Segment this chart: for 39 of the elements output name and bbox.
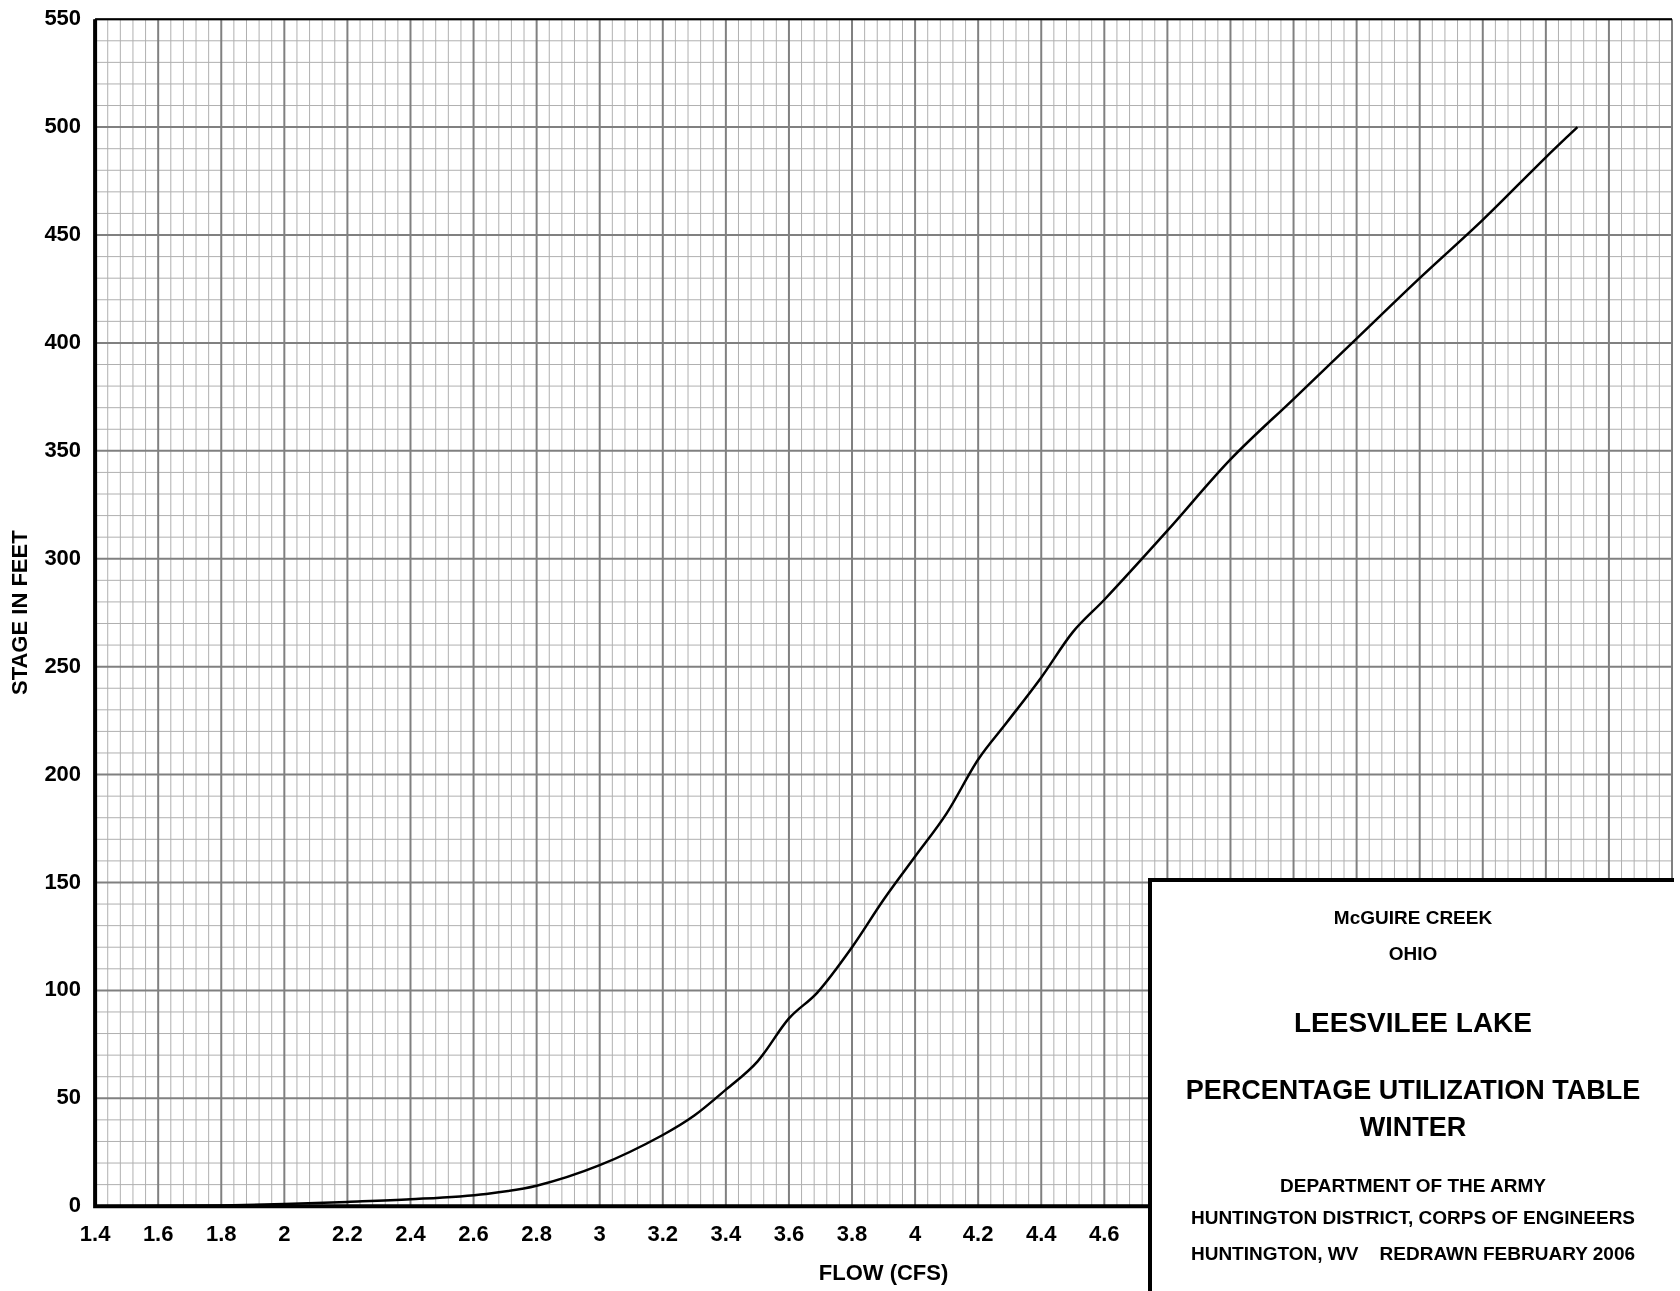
x-tick-label: 4.2	[962, 1221, 994, 1247]
annotation: OHIO	[1387, 942, 1439, 965]
x-tick-label: 2.6	[458, 1221, 489, 1247]
x-tick-label: 1.4	[79, 1221, 112, 1247]
x-axis-title: FLOW (CFS)	[818, 1259, 949, 1285]
y-axis-title: STAGE IN FEET	[7, 529, 33, 695]
y-tick-label: 0	[68, 1192, 82, 1218]
y-tick-label: 450	[44, 221, 82, 247]
y-tick-label: 500	[44, 113, 82, 139]
x-tick-label: 4	[908, 1221, 922, 1247]
annotation: DEPARTMENT OF THE ARMY	[1279, 1174, 1547, 1197]
x-tick-label: 1.6	[142, 1221, 174, 1247]
x-tick-label: 1.8	[205, 1221, 237, 1247]
text: HUNTINGTON, WV REDRAWN FEBRUARY 2006	[1190, 1242, 1636, 1264]
y-tick-label: 400	[44, 328, 82, 354]
x-tick-label: 3.8	[836, 1221, 868, 1247]
x-tick-label: 3	[593, 1221, 606, 1247]
x-tick-label: 3.4	[710, 1221, 742, 1247]
y-tick-label: 300	[44, 544, 82, 570]
annotation: McGUIRE CREEK	[1332, 906, 1494, 929]
y-tick-label: 150	[44, 868, 82, 894]
x-tick-label: 4.6	[1089, 1221, 1120, 1247]
annotation: WINTER	[1358, 1112, 1468, 1143]
y-tick-label: 350	[44, 436, 82, 462]
x-tick-label: 2.4	[395, 1221, 427, 1247]
annotation: PERCENTAGE UTILIZATION TABLE	[1184, 1075, 1642, 1106]
text: HUNTINGTON DISTRICT, CORPS OF ENGINEERS	[1190, 1206, 1636, 1228]
x-tick-label: 4.4	[1025, 1221, 1058, 1247]
x-tick-label: 2.8	[521, 1221, 552, 1247]
x-tick-label: 3.6	[773, 1221, 805, 1247]
y-tick-label: 200	[44, 760, 82, 786]
y-tick-label: 550	[44, 5, 82, 31]
y-tick-label: 50	[56, 1084, 82, 1110]
y-tick-label: 100	[44, 976, 82, 1002]
x-tick-label: 3.2	[647, 1221, 679, 1247]
annotation: LEESVILEE LAKE	[1292, 1006, 1533, 1039]
x-tick-label: 2.2	[332, 1221, 363, 1247]
y-tick-label: 250	[44, 652, 82, 678]
x-tick-label: 2	[278, 1221, 291, 1247]
